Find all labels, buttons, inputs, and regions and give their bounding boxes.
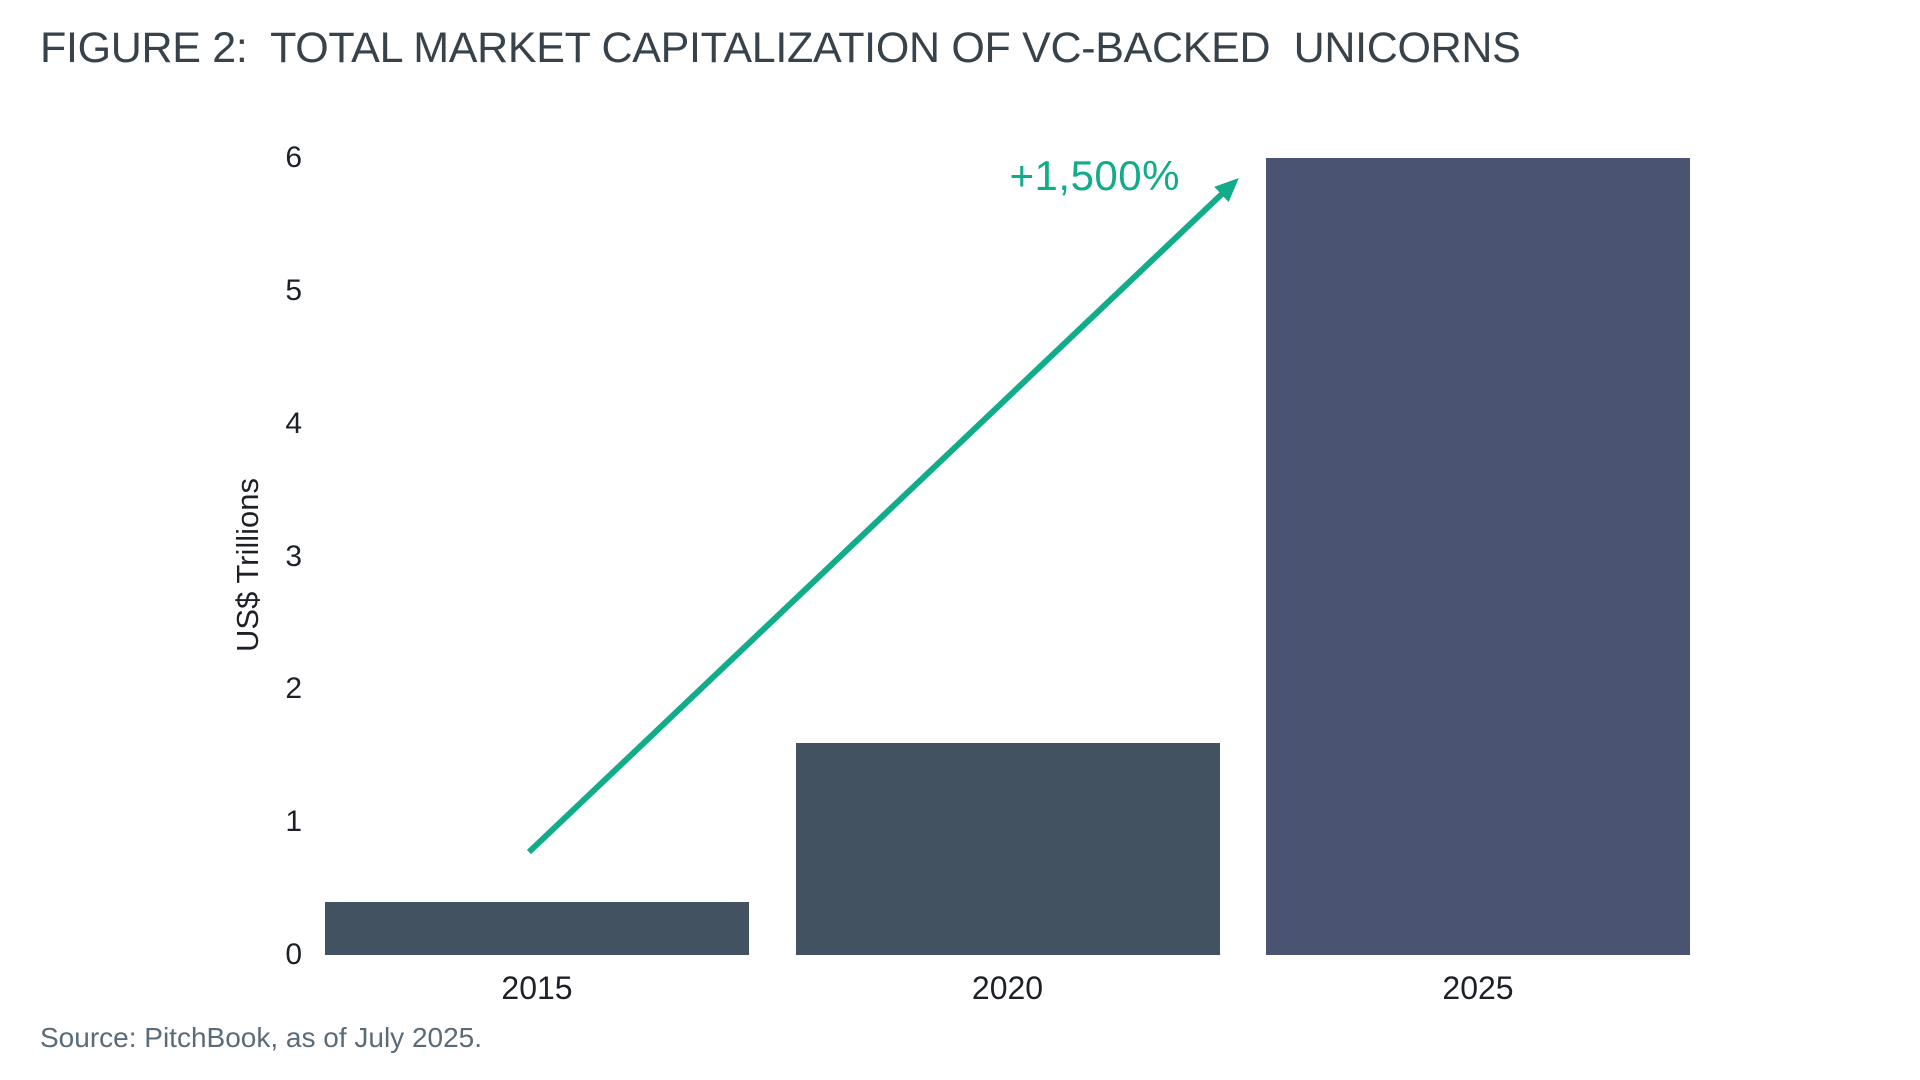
figure-title: FIGURE 2: TOTAL MARKET CAPITALIZATION OF… <box>40 24 1521 72</box>
bar-2025 <box>1266 158 1690 955</box>
bar-2020 <box>795 742 1220 955</box>
y-tick-label: 2 <box>285 672 302 706</box>
x-axis-label: 2020 <box>971 970 1044 1006</box>
y-tick-label: 6 <box>285 141 302 175</box>
x-axis-label: 2025 <box>1442 970 1514 1006</box>
x-axis-label: 2015 <box>501 970 573 1006</box>
y-tick-label: 5 <box>285 274 302 307</box>
y-tick-label: 1 <box>285 805 302 839</box>
source-note: Source: PitchBook, as of July 2025. <box>40 1022 483 1053</box>
y-tick-label: 4 <box>285 406 302 440</box>
y-tick-label: 0 <box>285 938 302 971</box>
bar-2015 <box>325 901 749 955</box>
y-tick-label: 3 <box>285 539 302 573</box>
growth-annotation: +1,500% <box>1009 152 1180 199</box>
